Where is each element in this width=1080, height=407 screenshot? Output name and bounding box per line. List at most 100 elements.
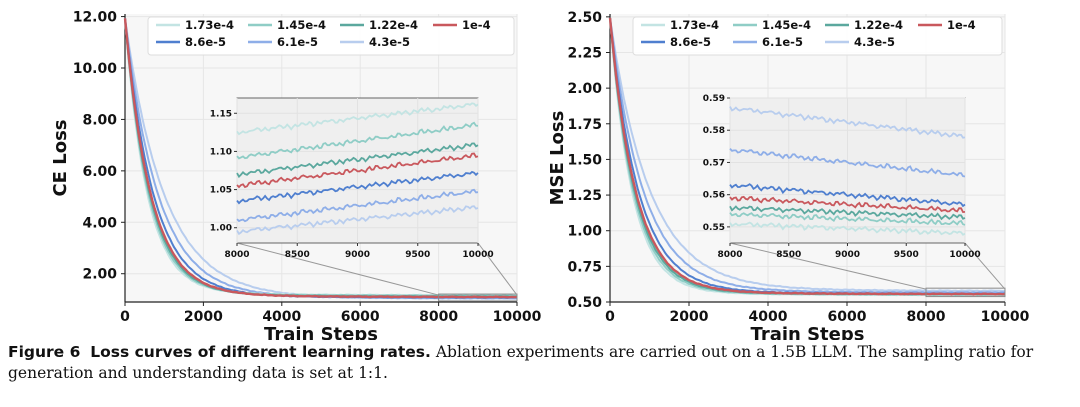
y-tick-label: 0.75 (567, 259, 602, 275)
caption-label: Figure 6 (8, 343, 81, 361)
inset-x-tick-label: 9000 (835, 250, 860, 260)
inset-y-tick-label: 1.15 (210, 109, 232, 119)
inset-x-tick-label: 10000 (949, 250, 980, 260)
x-tick-label: 8000 (419, 309, 458, 325)
legend-label: 6.1e-5 (277, 35, 318, 49)
x-tick-label: 4000 (749, 309, 788, 325)
legend-box (632, 16, 1003, 56)
inset-x-tick-label: 9500 (405, 250, 430, 260)
legend: 1.73e-4 1.45e-4 1.22e-4 1e-4 8.6e-5 6.1e-5 4.3… (632, 16, 1003, 56)
inset-series-line-1e-4 (236, 152, 479, 189)
y-tick-label: 6.00 (82, 164, 117, 180)
x-axis-label: Train Steps (751, 324, 865, 340)
figure: 0 2000 4000 6000 8000 10000 2.00 4.00 6.00 8.00 10… (50, 10, 1030, 340)
x-axis-label: Train Steps (264, 324, 378, 340)
y-tick-label: 4.00 (82, 215, 117, 231)
legend-label: 1e-4 (947, 18, 976, 32)
y-tick-label: 0.50 (567, 295, 602, 311)
caption-title: Loss curves of different learning rates. (90, 343, 431, 361)
inset-x-tick-label: 10000 (462, 250, 493, 260)
zoom-connector-line (729, 242, 927, 290)
x-tick-label: 8000 (907, 309, 946, 325)
y-axis-label: MSE Loss (547, 111, 568, 206)
x-tick-label: 4000 (262, 309, 301, 325)
inset-y-tick-label: 1.05 (210, 186, 232, 196)
x-tick-label: 10000 (981, 309, 1030, 325)
y-tick-label: 2.25 (567, 45, 602, 61)
legend-box (147, 16, 515, 56)
legend-label: 1.73e-4 (185, 18, 234, 32)
zoom-inset: 8000 8500 9000 9500 10000 1.00 1.05 1.10 1.15 (210, 97, 494, 260)
inset-x-tick-label: 8500 (776, 250, 801, 260)
inset-y-tick-label: 0.59 (703, 94, 725, 104)
legend-label: 1.73e-4 (670, 18, 719, 32)
inset-x-tick-label: 8000 (224, 250, 249, 260)
y-tick-label: 1.50 (567, 152, 602, 168)
inset-series-line-1.73e-4 (236, 102, 479, 136)
y-tick-label: 1.00 (567, 224, 602, 240)
y-tick-label: 12.00 (73, 10, 118, 26)
inset-series-line-1.22e-4 (236, 142, 479, 179)
zoom-region-box (438, 293, 518, 302)
inset-series-line-1.22e-4 (729, 205, 966, 221)
zoom-connector-line (964, 242, 1006, 290)
inset-x-tick-label: 8500 (285, 250, 310, 260)
inset-y-tick-label: 0.58 (703, 126, 725, 136)
legend-label: 1e-4 (462, 18, 491, 32)
zoom-inset: 8000 8500 9000 9500 10000 0.55 0.56 0.57 0.58 0.5… (703, 94, 981, 260)
inset-y-tick-label: 0.55 (703, 223, 725, 233)
inset-series-line-8.6e-5 (236, 170, 479, 205)
inset-x-tick-label: 9500 (894, 250, 919, 260)
legend-label: 8.6e-5 (185, 35, 226, 49)
y-tick-label: 2.00 (567, 81, 602, 97)
inset-y-tick-label: 1.10 (210, 147, 232, 157)
x-tick-label: 0 (120, 309, 130, 325)
x-tick-label: 2000 (670, 309, 709, 325)
legend-label: 1.22e-4 (369, 18, 418, 32)
x-tick-label: 10000 (493, 309, 542, 325)
legend: 1.73e-4 1.45e-4 1.22e-4 1e-4 8.6e-5 6.1e-5 4.3… (147, 16, 515, 56)
legend-label: 6.1e-5 (762, 35, 803, 49)
inset-series-line-1.73e-4 (729, 221, 966, 236)
inset-series-line-4.3e-5 (236, 205, 479, 236)
y-tick-label: 2.00 (82, 267, 117, 283)
legend-label: 4.3e-5 (854, 35, 895, 49)
legend-label: 1.45e-4 (277, 18, 326, 32)
inset-series-line-6.1e-5 (729, 148, 966, 178)
x-tick-label: 6000 (341, 309, 380, 325)
x-tick-label: 0 (605, 309, 615, 325)
series-line-4.3e-5 (609, 17, 1006, 293)
x-tick-label: 2000 (184, 309, 223, 325)
inset-series-line-1e-4 (729, 195, 966, 214)
zoom-connector-line (236, 242, 439, 296)
inset-y-tick-label: 0.57 (703, 158, 725, 168)
zoom-connector-line (477, 242, 518, 296)
legend-label: 1.22e-4 (854, 18, 903, 32)
y-tick-label: 1.25 (567, 188, 602, 204)
inset-x-tick-label: 9000 (345, 250, 370, 260)
y-tick-label: 8.00 (82, 112, 117, 128)
x-tick-label: 6000 (828, 309, 867, 325)
inset-series-line-4.3e-5 (729, 106, 966, 139)
inset-series-line-8.6e-5 (729, 183, 966, 208)
inset-y-tick-label: 1.00 (210, 224, 232, 234)
inset-series-line-1.45e-4 (236, 121, 479, 160)
inset-series-line-1.45e-4 (729, 212, 966, 226)
figure-caption: Figure 6 Loss curves of different learni… (8, 342, 1072, 384)
inset-y-tick-label: 0.56 (703, 191, 725, 201)
y-tick-label: 1.75 (567, 117, 602, 133)
ce-loss-panel: 0 2000 4000 6000 8000 10000 2.00 4.00 6.00 8.00 10… (50, 10, 542, 340)
zoom-region-box (925, 287, 1006, 298)
caption-text: Ablation experiments are carried out on … (8, 343, 1034, 382)
legend-label: 1.45e-4 (762, 18, 811, 32)
legend-label: 8.6e-5 (670, 35, 711, 49)
inset-x-tick-label: 8000 (717, 250, 742, 260)
legend-label: 4.3e-5 (369, 35, 410, 49)
series-line-1e-4 (123, 18, 518, 299)
series-line-1e-4 (608, 17, 1006, 296)
series-line-6.1e-5 (609, 17, 1006, 294)
y-tick-label: 10.00 (73, 61, 118, 77)
y-axis-label: CE Loss (50, 119, 71, 196)
mse-loss-panel: 0 2000 4000 6000 8000 10000 0.50 0.75 1.00 1.25 1.… (547, 10, 1030, 340)
inset-series-line-6.1e-5 (236, 188, 479, 223)
